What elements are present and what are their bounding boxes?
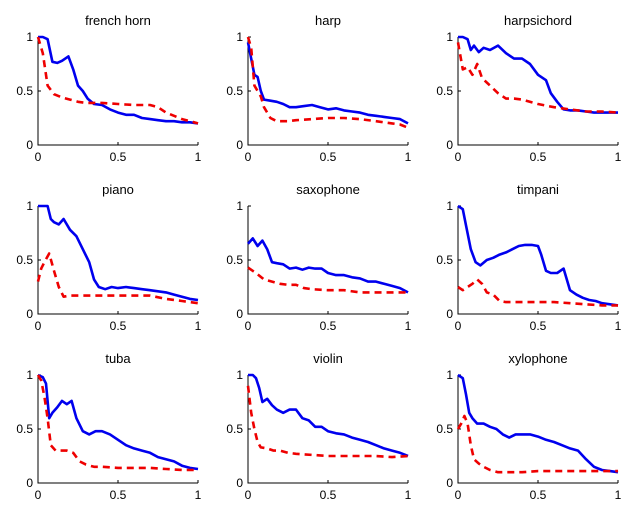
chart-panel-4: saxophone 00 0.5 0.5 1 1: [226, 182, 411, 333]
x-tick-label: 0.5: [530, 488, 547, 502]
y-tick-label: 0: [236, 138, 243, 152]
series-line-blue-solid: [38, 35, 199, 125]
x-tick-label: 0.5: [320, 319, 337, 333]
y-tick-label: 0: [26, 138, 33, 152]
x-tick-label: 1: [405, 150, 412, 164]
y-tick-label: 0: [26, 476, 33, 490]
chart-panel-6: tuba 00 0.5 0.5 1 1: [16, 351, 201, 502]
chart-panel-2: harpsichord 00 0.5 0.5 1 1: [436, 13, 621, 164]
series-line-blue-solid: [246, 42, 409, 125]
y-tick-label: 1: [236, 368, 243, 382]
y-tick-label: 0.5: [16, 422, 33, 436]
x-tick-label: 1: [195, 319, 202, 333]
x-tick-label: 1: [405, 488, 412, 502]
y-tick-label: 0.5: [436, 422, 453, 436]
x-tick-label: 0: [455, 150, 462, 164]
series-line-blue-solid: [38, 204, 199, 302]
y-tick-label: 0: [446, 476, 453, 490]
series-line-blue-solid: [248, 373, 409, 458]
y-tick-label: 1: [26, 199, 33, 213]
series-line-red-dashed: [36, 374, 198, 472]
y-tick-label: 0.5: [16, 253, 33, 267]
y-tick-label: 0.5: [226, 84, 243, 98]
series-line-red-dashed: [36, 36, 199, 125]
chart-panel-5: timpani 00 0.5 0.5 1 1: [436, 182, 621, 333]
chart-panel-3: piano 00 0.5 0.5 1 1: [16, 182, 201, 333]
y-tick-label: 1: [26, 30, 33, 44]
x-tick-label: 0: [245, 319, 252, 333]
x-tick-label: 0: [245, 488, 252, 502]
x-tick-label: 0: [35, 488, 42, 502]
axes-frame: [457, 206, 618, 315]
x-tick-label: 0: [35, 319, 42, 333]
y-tick-label: 0.5: [436, 84, 453, 98]
x-tick-label: 1: [615, 150, 622, 164]
x-tick-label: 0.5: [110, 150, 127, 164]
x-tick-label: 0: [455, 488, 462, 502]
y-tick-label: 0.5: [226, 253, 243, 267]
y-tick-label: 1: [446, 30, 453, 44]
chart-title: harpsichord: [504, 13, 572, 28]
x-tick-label: 0: [245, 150, 252, 164]
series-line-red-dashed: [36, 252, 199, 305]
series-line-blue-solid: [37, 373, 199, 471]
x-tick-label: 1: [615, 488, 622, 502]
axes-frame: [247, 37, 408, 146]
x-tick-label: 1: [195, 488, 202, 502]
x-tick-label: 0.5: [320, 488, 337, 502]
axes-frame: [37, 37, 198, 146]
x-tick-label: 0: [35, 150, 42, 164]
y-tick-label: 0: [446, 138, 453, 152]
x-tick-label: 0.5: [110, 488, 127, 502]
series-line-red-dashed: [457, 278, 618, 307]
chart-title: piano: [102, 182, 134, 197]
chart-title: tuba: [105, 351, 131, 366]
chart-title: timpani: [517, 182, 559, 197]
y-tick-label: 1: [26, 368, 33, 382]
y-tick-label: 1: [236, 30, 243, 44]
y-tick-label: 0: [446, 307, 453, 321]
y-tick-label: 1: [236, 199, 243, 213]
axes-frame: [247, 375, 408, 484]
x-tick-label: 0.5: [530, 319, 547, 333]
chart-panel-1: harp 00 0.5 0.5 1 1: [226, 13, 411, 164]
y-tick-label: 1: [446, 368, 453, 382]
chart-title: xylophone: [508, 351, 567, 366]
series-line-red-dashed: [456, 42, 619, 114]
series-line-blue-solid: [247, 237, 409, 294]
y-tick-label: 0: [236, 307, 243, 321]
x-tick-label: 0: [455, 319, 462, 333]
series-line-red-dashed: [246, 36, 409, 129]
chart-title: harp: [315, 13, 341, 28]
chart-title: french horn: [85, 13, 151, 28]
chart-title: saxophone: [296, 182, 360, 197]
x-tick-label: 0.5: [530, 150, 547, 164]
y-tick-label: 0.5: [16, 84, 33, 98]
chart-panel-8: xylophone 00 0.5 0.5 1 1: [436, 351, 621, 502]
series-line-red-dashed: [456, 414, 618, 474]
y-tick-label: 0: [26, 307, 33, 321]
x-tick-label: 0.5: [320, 150, 337, 164]
y-tick-label: 1: [446, 199, 453, 213]
series-line-blue-solid: [457, 204, 619, 307]
chart-panel-0: french horn 00 0.5 0.5 1 1: [16, 13, 201, 164]
y-tick-label: 0.5: [226, 422, 243, 436]
axes-frame: [457, 37, 618, 146]
x-tick-label: 1: [195, 150, 202, 164]
chart-panel-7: violin 00 0.5 0.5 1 1: [226, 351, 411, 502]
x-tick-label: 1: [615, 319, 622, 333]
series-line-blue-solid: [457, 373, 619, 474]
series-line-red-dashed: [247, 266, 408, 294]
x-tick-label: 1: [405, 319, 412, 333]
series-line-red-dashed: [246, 385, 409, 459]
y-tick-label: 0: [236, 476, 243, 490]
x-tick-label: 0.5: [110, 319, 127, 333]
y-tick-label: 0.5: [436, 253, 453, 267]
chart-title: violin: [313, 351, 343, 366]
